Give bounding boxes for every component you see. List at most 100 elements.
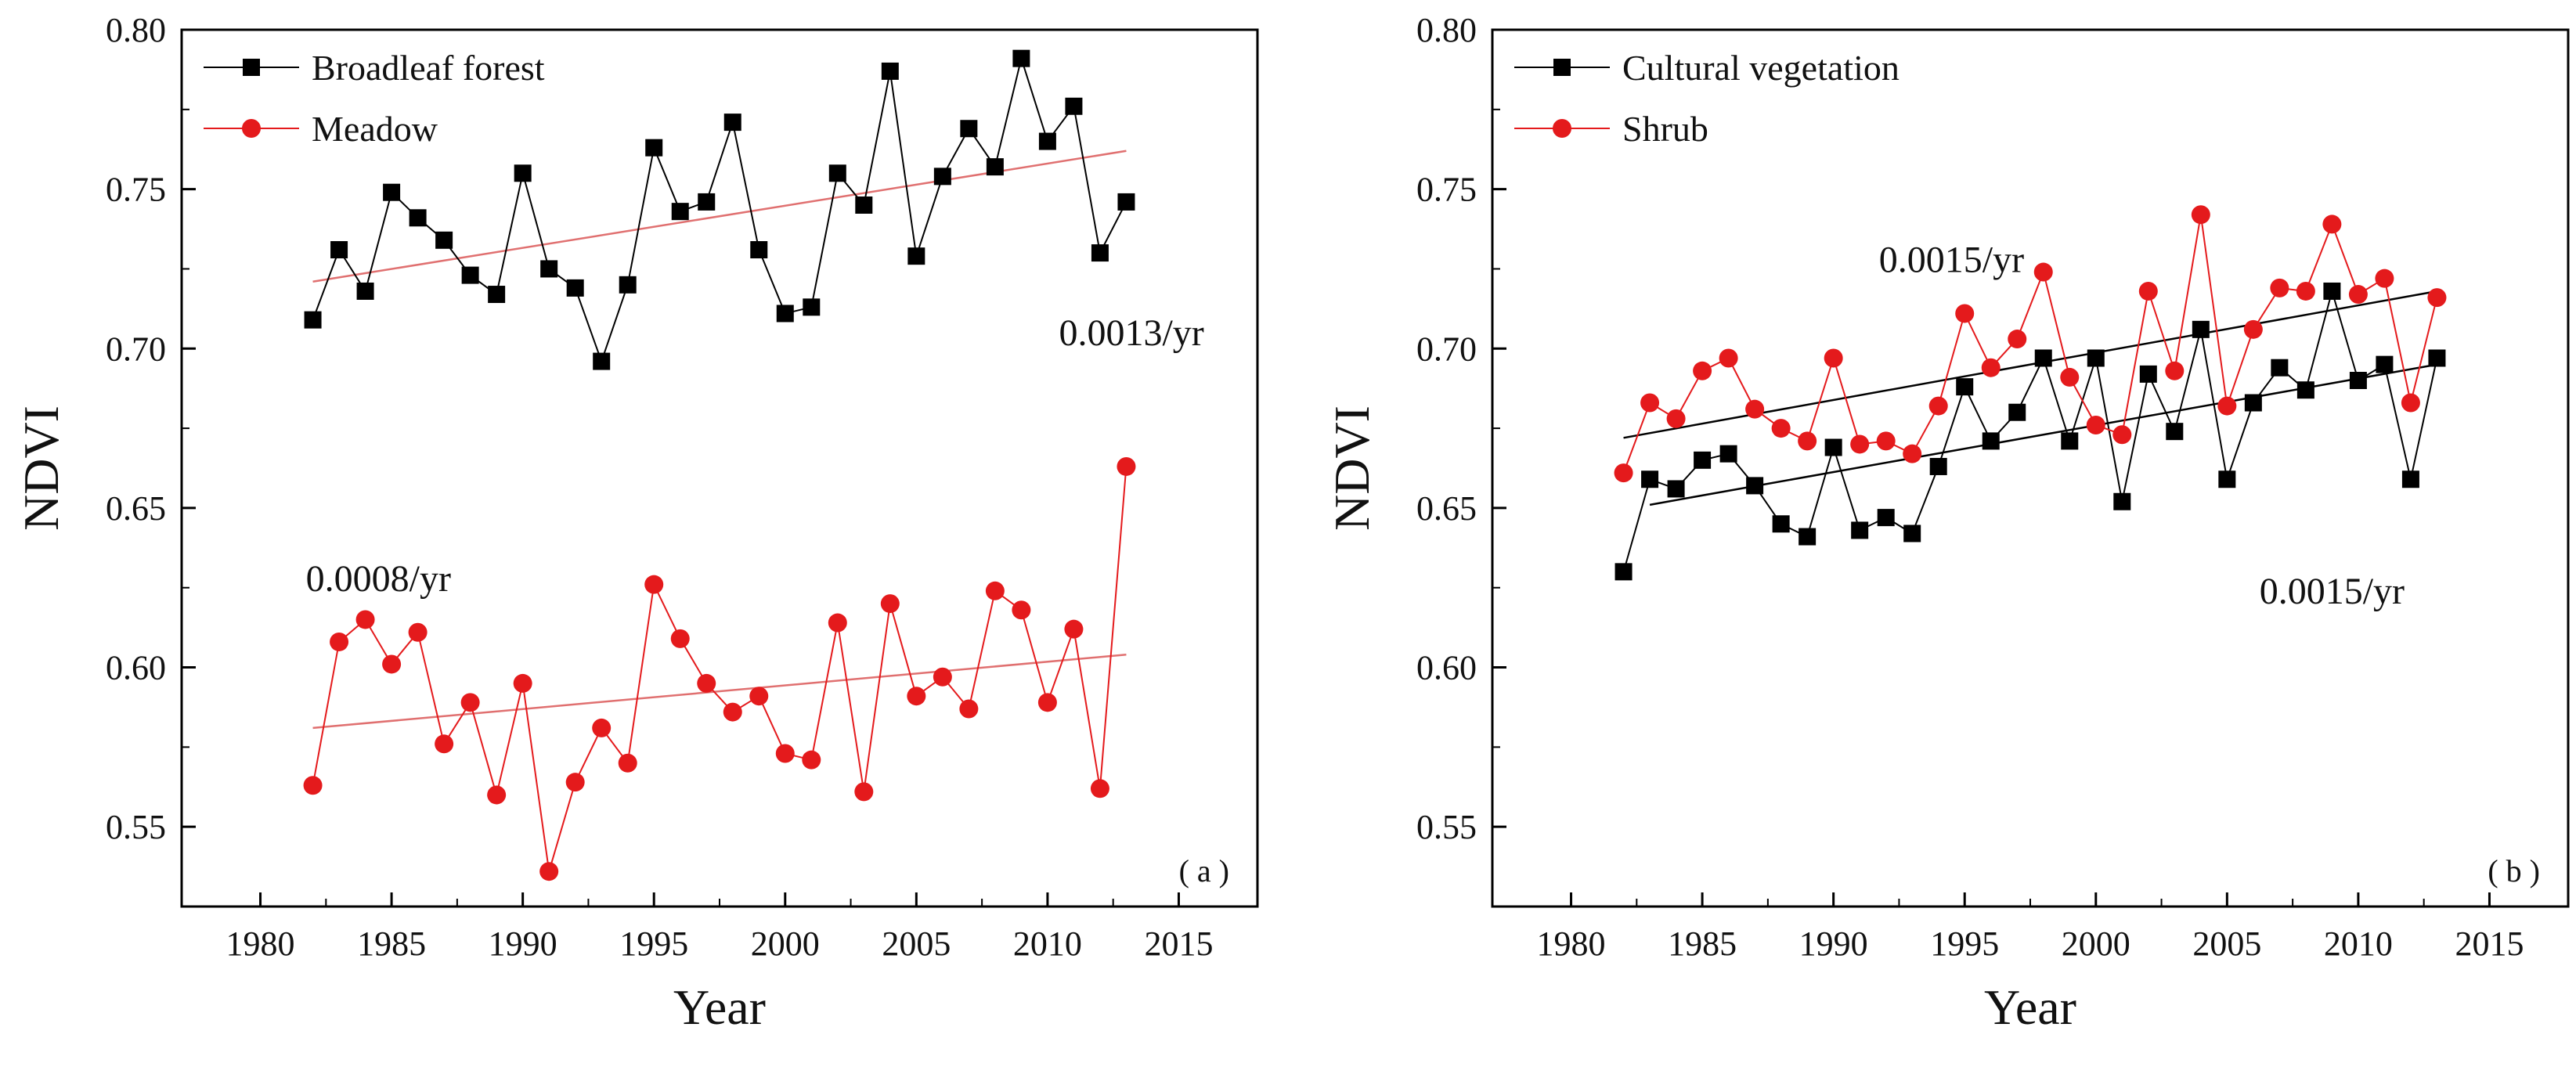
panel-b-data-point (2323, 282, 2341, 300)
panel-b-legend-marker (1553, 119, 1571, 138)
panel-b-trend-line-1 (1649, 363, 2437, 506)
panel-a-data-point (854, 782, 874, 802)
panel-a-data-point (670, 629, 690, 648)
panel-b-data-point (1745, 399, 1765, 419)
panel-b-data-point (2375, 269, 2394, 288)
panel-b-y-tick-label: 0.60 (1416, 649, 1477, 687)
panel-b-data-point (1666, 409, 1686, 428)
panel-b-data-point (2192, 320, 2210, 338)
panel-a-series-line-meadow (312, 466, 1127, 872)
panel-b-data-point (2244, 394, 2262, 412)
panel-b-y-tick-label: 0.65 (1416, 489, 1477, 528)
panel-b-data-point (2218, 470, 2236, 488)
panel-a-slope-annotation: 0.0008/yr (306, 558, 451, 600)
panel-a-data-point (540, 260, 558, 278)
panel-b-x-tick-label: 1995 (1930, 925, 1999, 963)
panel-a-data-point (855, 196, 873, 214)
panel-a-trend-line-2 (312, 654, 1127, 730)
panel-b-data-point (2349, 372, 2367, 389)
panel-b-y-tick-label: 0.55 (1416, 808, 1477, 846)
panel-b-x-tick-label: 2005 (2192, 925, 2261, 963)
panel-a-data-point (435, 231, 453, 249)
panel-a-data-point (985, 581, 1005, 600)
panel-b-data-point (2086, 416, 2105, 435)
panel-b-x-tick-label: 1990 (1799, 925, 1868, 963)
panel-b-series-line-shrub (1622, 214, 2438, 474)
panel-a-data-point (304, 311, 322, 329)
panel-a-series-line-broadleaf-forest (312, 55, 1127, 364)
panel-b-data-point (2401, 393, 2420, 413)
panel-a-trend-line-1 (312, 150, 1127, 283)
panel-b-data-point (2401, 470, 2419, 488)
panel-a-data-point (986, 158, 1004, 176)
panel-a-data-point (959, 699, 979, 719)
panel-b-data-point (2113, 492, 2131, 510)
panel-b-data-point (1956, 378, 1974, 396)
panel-b-data-point (1903, 444, 1922, 463)
panel-b-data-point (2087, 349, 2105, 367)
panel-a-data-point (1038, 132, 1056, 150)
panel-b-data-point (1929, 457, 1947, 475)
panel-a-x-tick-label: 2005 (882, 925, 951, 963)
panel-b-data-point (1850, 434, 1870, 454)
panel-a-legend-marker (242, 119, 261, 138)
panel-a-data-point (671, 203, 689, 221)
panel-a-data-point (1065, 97, 1083, 115)
panel-a-y-tick-label: 0.80 (106, 11, 166, 49)
panel-a-data-point (881, 62, 899, 80)
panel-a-y-tick-label: 0.70 (106, 330, 166, 368)
panel-b-data-point (2034, 349, 2052, 367)
panel-a-data-point (1091, 244, 1109, 262)
panel-a-slope-annotation: 0.0013/yr (1059, 312, 1203, 354)
panel-a-data-point (1117, 193, 1135, 211)
panel-b-x-axis-title: Year (1984, 979, 2076, 1035)
panel-a-data-point (593, 352, 611, 370)
panel-b-data-point (1693, 361, 1712, 380)
panel-b-y-axis-title: NDVI (1324, 406, 1380, 531)
panel-a-label: ( a ) (1179, 853, 1229, 889)
panel-b-legend-label: Cultural vegetation (1622, 48, 1900, 88)
panel-a-data-point (409, 209, 427, 227)
panel-b-data-point (1876, 431, 1896, 451)
panel-a-y-axis-title: NDVI (13, 406, 69, 531)
panel-a-x-tick-label: 2000 (751, 925, 820, 963)
panel-b-x-tick-label: 2000 (2062, 925, 2130, 963)
panel-a-data-point (802, 750, 821, 770)
panel-b-y-tick-label: 0.70 (1416, 330, 1477, 368)
panel-a-data-point (303, 776, 323, 795)
panel-b-x-tick-label: 1985 (1668, 925, 1737, 963)
panel-b-data-point (1641, 470, 1659, 488)
panel-b-data-point (1615, 563, 1633, 581)
panel-a-data-point (355, 610, 375, 629)
panel-b-plot-frame (1491, 28, 2570, 908)
panel-a-data-point (539, 862, 559, 881)
panel-b-data-point (2033, 262, 2053, 282)
panel-a-data-point (828, 613, 847, 633)
panel-a-data-point (487, 785, 507, 805)
panel-a-data-point (330, 241, 348, 259)
panel-b-legend-marker (1553, 59, 1571, 76)
panel-a-x-tick-label: 1990 (489, 925, 557, 963)
panel-b-data-point (2008, 403, 2026, 421)
panel-a-data-point (1090, 779, 1109, 798)
panel-b-label: ( b ) (2488, 853, 2540, 889)
panel-b-data-point (2166, 423, 2184, 441)
panel-b-data-point (1981, 358, 2001, 377)
panel-b-x-tick-label: 1980 (1537, 925, 1606, 963)
panel-b-data-point (2296, 381, 2314, 399)
panel-b-data-point (1772, 515, 1790, 533)
panel-a-data-point (750, 241, 768, 259)
panel-a-data-point (1037, 693, 1057, 712)
panel-a-x-axis-title: Year (673, 979, 766, 1035)
panel-a-data-point (408, 622, 428, 642)
panel-b-data-point (1667, 480, 1685, 498)
panel-b-data-point (1851, 521, 1869, 539)
panel-a-y-tick-label: 0.65 (106, 489, 166, 528)
panel-a-data-point (749, 687, 769, 706)
panel-a-data-point (933, 168, 951, 186)
panel-b-legend-label: Shrub (1622, 109, 1708, 149)
panel-a-data-point (488, 286, 506, 304)
panel-a-data-point (330, 632, 349, 651)
panel-a-legend-label: Broadleaf forest (312, 48, 545, 88)
